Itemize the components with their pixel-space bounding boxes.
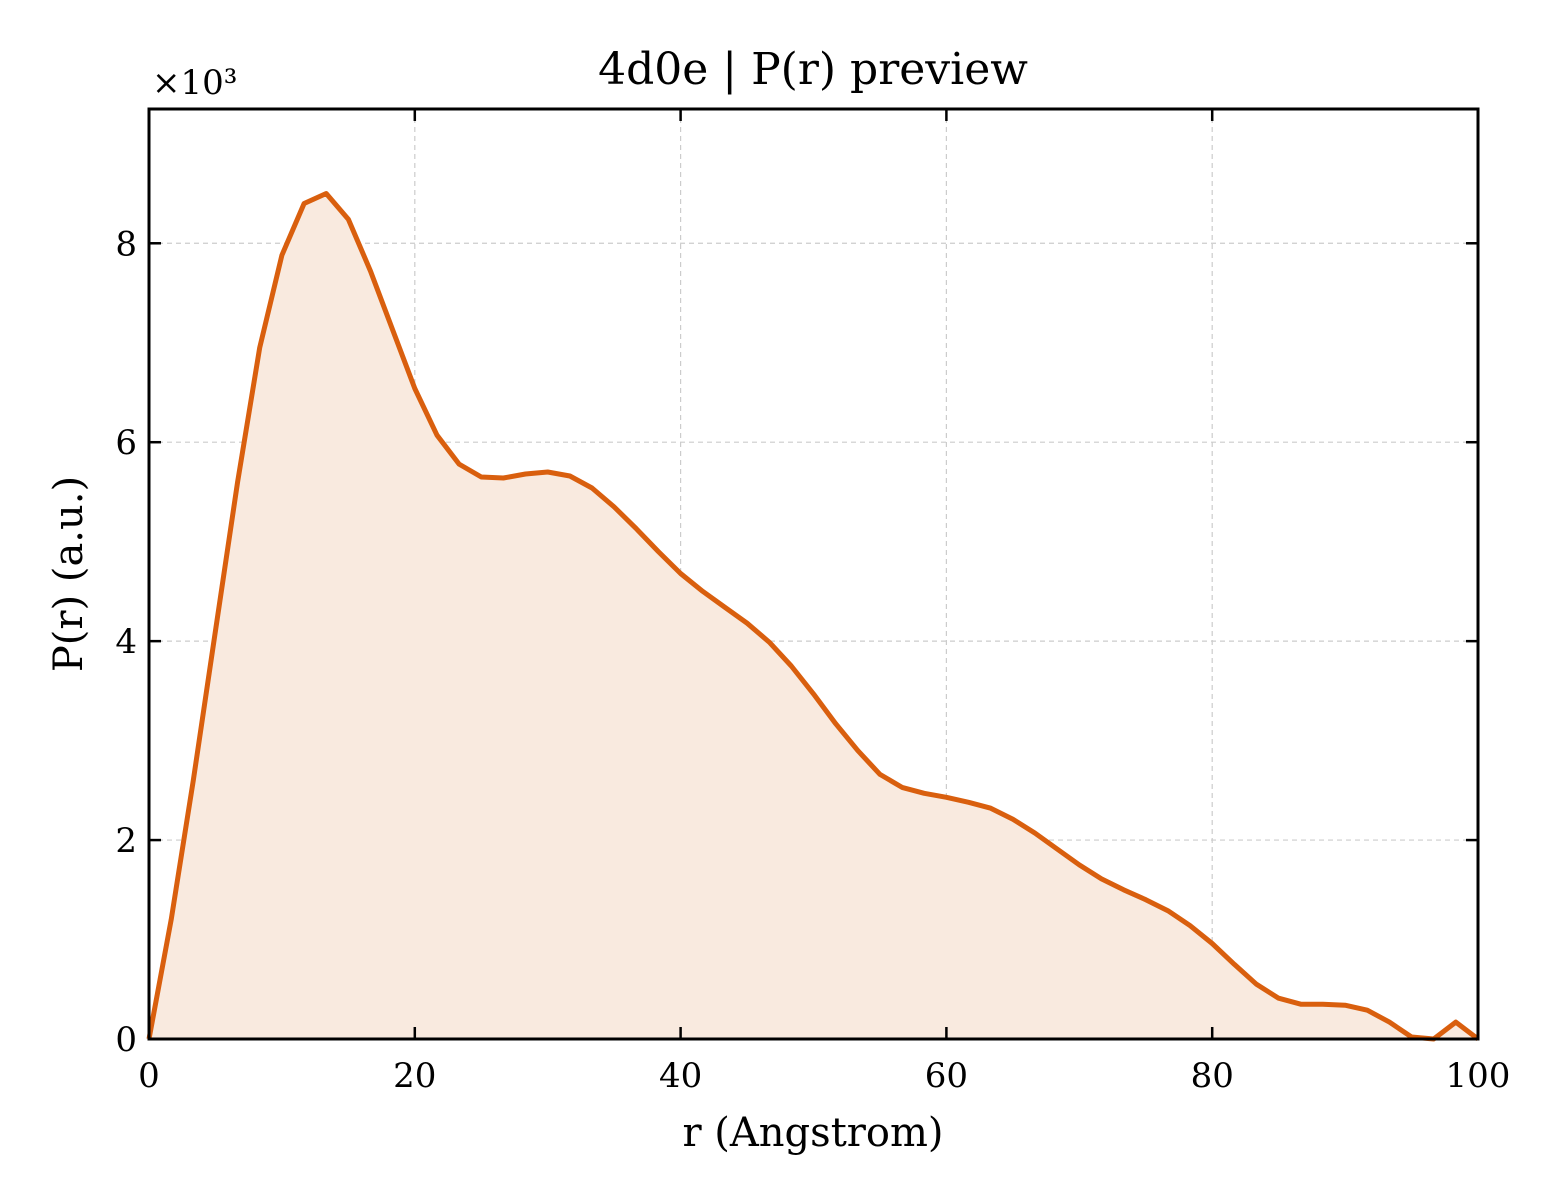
chart-title: 4d0e | P(r) preview <box>598 44 1028 95</box>
pr-area-fill <box>149 193 1478 1039</box>
y-axis-title: P(r) (a.u.) <box>46 476 92 672</box>
y-tick-label: 6 <box>115 423 137 463</box>
x-tick-label: 80 <box>1191 1056 1234 1096</box>
x-tick-label: 20 <box>393 1056 436 1096</box>
x-tick-label: 40 <box>659 1056 702 1096</box>
axis-ticks: 0 20 40 60 80 100 0 2 4 6 8 <box>115 109 1510 1096</box>
x-tick-label: 60 <box>925 1056 968 1096</box>
y-axis-multiplier: ×10³ <box>152 63 237 103</box>
y-tick-label: 8 <box>115 224 137 264</box>
y-tick-label: 2 <box>115 821 137 861</box>
pr-series-line <box>146 191 1480 1042</box>
x-axis-title: r (Angstrom) <box>682 1110 943 1156</box>
plot-frame <box>147 107 1480 1041</box>
x-tick-label: 100 <box>1446 1056 1511 1096</box>
x-tick-label: 0 <box>138 1056 160 1096</box>
y-tick-label: 4 <box>115 622 137 662</box>
y-tick-label: 0 <box>115 1020 137 1060</box>
